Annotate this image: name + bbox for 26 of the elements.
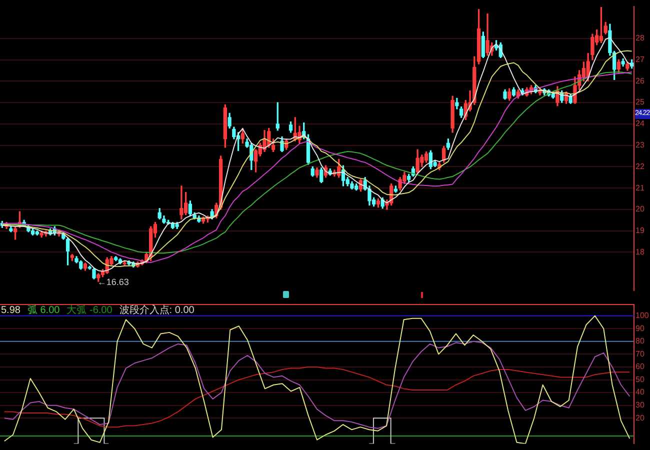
- y-tick-label: 80: [636, 336, 645, 346]
- y-tick-label: 20: [636, 204, 645, 214]
- y-tick-label: 25: [636, 98, 645, 107]
- y-tick-label: 21: [636, 183, 645, 192]
- y-tick-label: 28: [636, 34, 645, 43]
- annotation: ←16.63: [97, 276, 129, 286]
- y-tick-label: 50: [636, 374, 645, 384]
- annotation: 大弧 -6.00: [66, 305, 112, 316]
- y-tick-label: 26: [636, 76, 645, 86]
- y-tick-label: 30: [636, 400, 645, 410]
- y-tick-label: 18: [636, 247, 645, 256]
- y-tick-label: 100: [636, 311, 650, 320]
- y-tick-label: 24: [636, 119, 645, 128]
- annotation: 5.98: [1, 305, 20, 316]
- y-tick-label: 22: [636, 162, 645, 171]
- y-tick-label: 70: [636, 349, 645, 358]
- y-tick-label: 60: [636, 362, 645, 372]
- y-tick-label: 27: [636, 54, 645, 64]
- y-tick-label: 90: [636, 324, 645, 333]
- y-tick-label: 23: [636, 140, 645, 150]
- y-tick-label: 20: [636, 413, 645, 422]
- candlestick: [180, 186, 184, 220]
- y-tick-label: 40: [636, 388, 645, 397]
- annotation: 波段介入点: 0.00: [119, 305, 194, 316]
- annotation: 弧 6.00: [27, 305, 60, 316]
- y-tick-label: 19: [636, 226, 645, 236]
